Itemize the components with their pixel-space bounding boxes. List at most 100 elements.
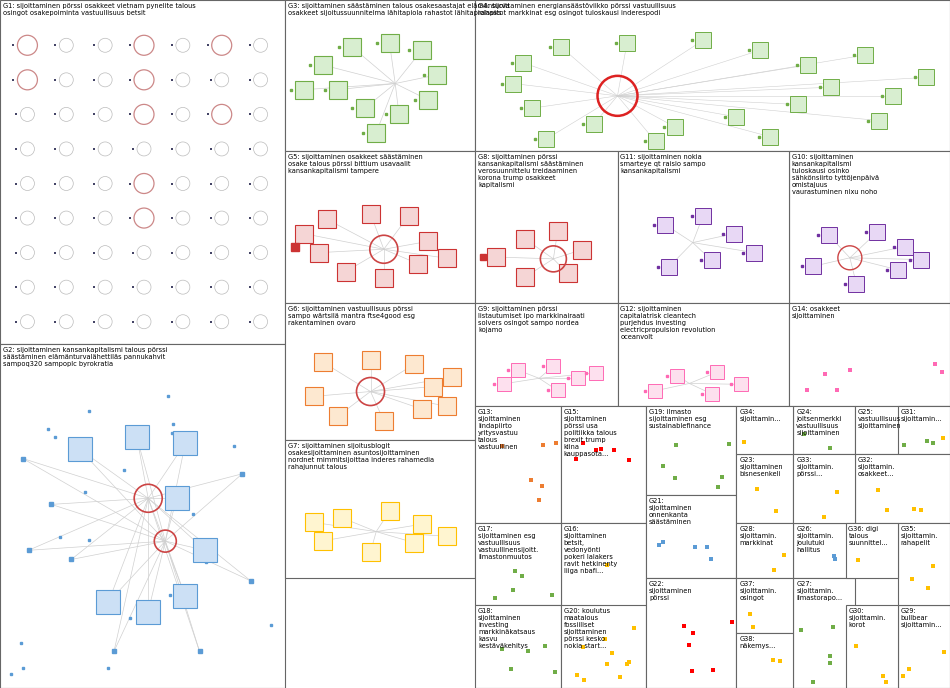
Bar [793,406,855,454]
Bar [885,88,901,104]
Bar [381,34,398,52]
Bar [848,276,864,292]
Bar [428,66,446,84]
Text: G18:
sijoittaminen
investing
markkinäkatsaus
kasvu
kestäväkehitys: G18: sijoittaminen investing markkinäkat… [478,608,535,649]
Bar [337,263,354,281]
Bar [497,377,510,391]
Bar [305,387,322,405]
Bar [657,217,674,233]
Text: G24:
joitsenmerkki
vastuullisuus
sijoittaminen: G24: joitsenmerkki vastuullisuus sijoitt… [796,409,842,436]
Bar [648,384,662,398]
Bar [618,303,788,406]
Bar [736,454,793,523]
Text: G36: digi
talous
suunnittel...: G36: digi talous suunnittel... [848,526,888,546]
Bar [381,502,398,520]
Bar [805,259,821,275]
Text: G1: sijoittaminen pörssi osakkeet vietnam pynelite talous
osingot osakepoiminta : G1: sijoittaminen pörssi osakkeet vietna… [3,3,196,16]
Bar [515,54,530,71]
Bar [539,131,554,147]
Bar [409,255,427,272]
Bar [762,129,777,144]
Text: G11: sijoittaminen nokia
smarteye qt raisio sampo
kansankapitalismi: G11: sijoittaminen nokia smarteye qt rai… [620,154,706,174]
Bar [362,543,379,561]
Bar [546,359,560,373]
Bar [0,0,285,344]
Bar [726,226,742,241]
Text: G37:
sijoittamin.
osingot: G37: sijoittamin. osingot [739,581,777,601]
Bar [0,344,285,688]
Bar [871,113,886,129]
Bar [295,225,313,243]
Bar [475,303,618,406]
Text: G25:
vastuullisuus
sijoittaminen: G25: vastuullisuus sijoittaminen [858,409,902,429]
Bar [667,119,682,135]
Bar [96,590,121,614]
Bar [788,303,950,406]
Text: G21:
sijoittaminen
onnenkanta
säästäminen: G21: sijoittaminen onnenkanta säästämine… [649,498,693,526]
Text: G13:
sijoittaminen
lindapiirto
yritysvastuu
talous
vastuullinen: G13: sijoittaminen lindapiirto yritysvas… [478,409,522,450]
Bar [710,365,724,379]
Bar [390,105,408,123]
Bar [793,454,855,523]
Bar [573,241,591,259]
Bar [549,222,566,241]
Bar [356,99,373,117]
Bar [375,269,392,287]
Bar [646,495,736,578]
Bar [705,387,718,401]
Bar [318,211,335,228]
Text: G32:
sijoittamin.
osakkeet...: G32: sijoittamin. osakkeet... [858,457,895,477]
Bar [425,378,442,396]
Bar [124,425,149,449]
Bar [704,252,719,268]
Bar [314,353,332,372]
Bar [511,363,524,377]
Bar [413,41,430,59]
Bar [571,372,584,385]
Bar [400,207,417,225]
Text: G27:
sijoittamin.
ilmastorapo...: G27: sijoittamin. ilmastorapo... [796,581,843,601]
Bar [419,233,436,250]
Bar [586,116,601,132]
Text: G23:
sijoittaminen
bisnesenkeli: G23: sijoittaminen bisnesenkeli [739,457,783,477]
Text: G8: sijoittaminen pörssi
kansankapitalismi säästäminen
verosuunnittelu treidaami: G8: sijoittaminen pörssi kansankapitalis… [478,154,583,189]
Bar [516,268,534,286]
Bar [343,38,360,56]
Bar [648,133,663,149]
Bar [898,406,950,454]
Text: G6: sijoittaminen vastuullisuus pörssi
sampo wärtsilä mantra ftse4good esg
raken: G6: sijoittaminen vastuullisuus pörssi s… [288,305,415,325]
Bar [661,259,676,275]
Bar [285,303,475,440]
Bar [846,605,898,688]
Bar [438,527,455,546]
Bar [406,534,423,552]
Text: G4: sijoittaminen energiansäästöviikko pörssi vastuullisuus
rahastot markkinat e: G4: sijoittaminen energiansäästöviikko p… [478,3,675,16]
Bar [333,508,351,527]
Bar [736,578,793,633]
Bar [559,264,577,283]
Bar [869,224,885,240]
Bar [747,245,762,261]
Bar [475,406,560,523]
Bar [793,578,855,688]
Text: G34:
sijoittamin...: G34: sijoittamin... [739,409,781,422]
Bar [413,400,430,418]
Text: G15:
sijoittaminen
pörssi usa
politiikka talous
brexit trump
kiina
kauppasota...: G15: sijoittaminen pörssi usa politiikka… [563,409,617,457]
Bar [173,431,198,455]
Text: G28:
sijoittamin.
markkinat: G28: sijoittamin. markkinat [739,526,777,546]
Bar [475,0,950,151]
Bar [646,406,736,495]
Text: G26:
sijoittamin.
joulutuki
hallitus: G26: sijoittamin. joulutuki hallitus [796,526,834,553]
Bar [67,438,92,462]
Bar [560,523,646,688]
Bar [800,57,815,73]
Bar [438,397,455,415]
Bar [790,96,806,112]
Bar [419,91,436,109]
Bar [890,262,906,278]
Bar [368,124,385,142]
Bar [736,523,793,578]
Bar [516,230,534,248]
Bar [857,47,872,63]
Bar [551,383,564,398]
